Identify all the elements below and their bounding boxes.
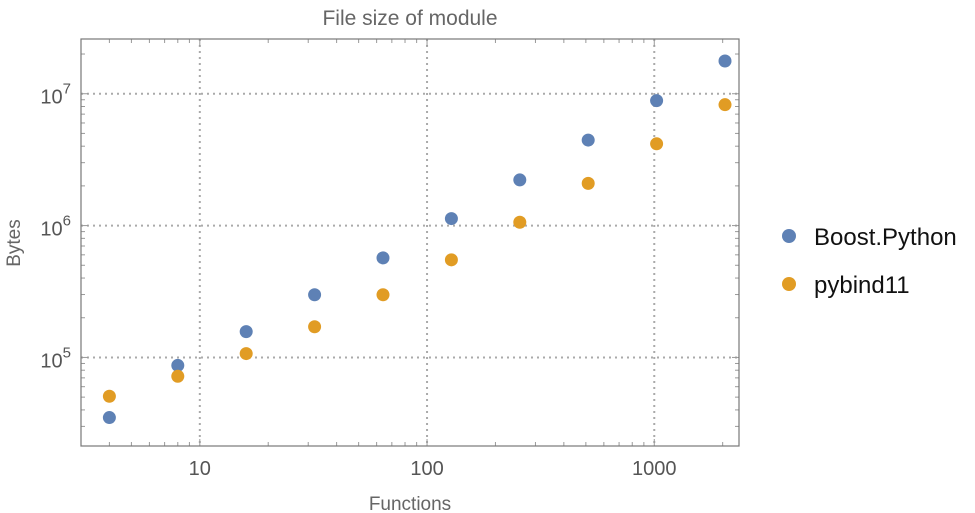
data-point xyxy=(308,288,322,302)
legend-label: pybind11 xyxy=(814,272,910,299)
legend-marker xyxy=(782,229,796,243)
y-tick-label: 107 xyxy=(40,81,71,109)
data-point xyxy=(581,133,595,147)
y-axis-label: Bytes xyxy=(4,219,25,267)
chart-title: File size of module xyxy=(322,7,497,30)
plot-frame xyxy=(80,38,740,447)
ticks: 10 100 1000 105 106 107 xyxy=(40,39,739,480)
x-axis-label: Functions xyxy=(369,494,451,513)
data-point xyxy=(444,253,458,267)
data-point xyxy=(308,320,322,334)
legend-label: Boost.Python xyxy=(814,224,957,251)
data-point xyxy=(102,411,116,425)
data-points xyxy=(102,54,732,425)
data-point xyxy=(376,288,390,302)
y-tick-label: 106 xyxy=(40,213,71,241)
data-point xyxy=(239,325,253,339)
data-point xyxy=(239,347,253,361)
y-tick-label: 105 xyxy=(40,344,71,372)
data-point xyxy=(513,215,527,229)
data-point xyxy=(444,212,458,226)
legend-marker xyxy=(782,277,796,291)
data-point xyxy=(581,176,595,190)
data-point xyxy=(171,358,185,372)
data-point xyxy=(376,251,390,265)
x-tick-label: 100 xyxy=(410,458,443,480)
data-point xyxy=(171,369,185,383)
x-tick-label: 10 xyxy=(189,458,211,480)
grid xyxy=(81,39,739,446)
data-point xyxy=(718,98,732,112)
data-point xyxy=(650,94,664,108)
data-point xyxy=(718,54,732,68)
data-point xyxy=(513,173,527,187)
data-point xyxy=(650,137,664,151)
data-point xyxy=(102,389,116,403)
legend: Boost.Python pybind11 xyxy=(782,224,957,299)
x-tick-label: 1000 xyxy=(632,458,677,480)
